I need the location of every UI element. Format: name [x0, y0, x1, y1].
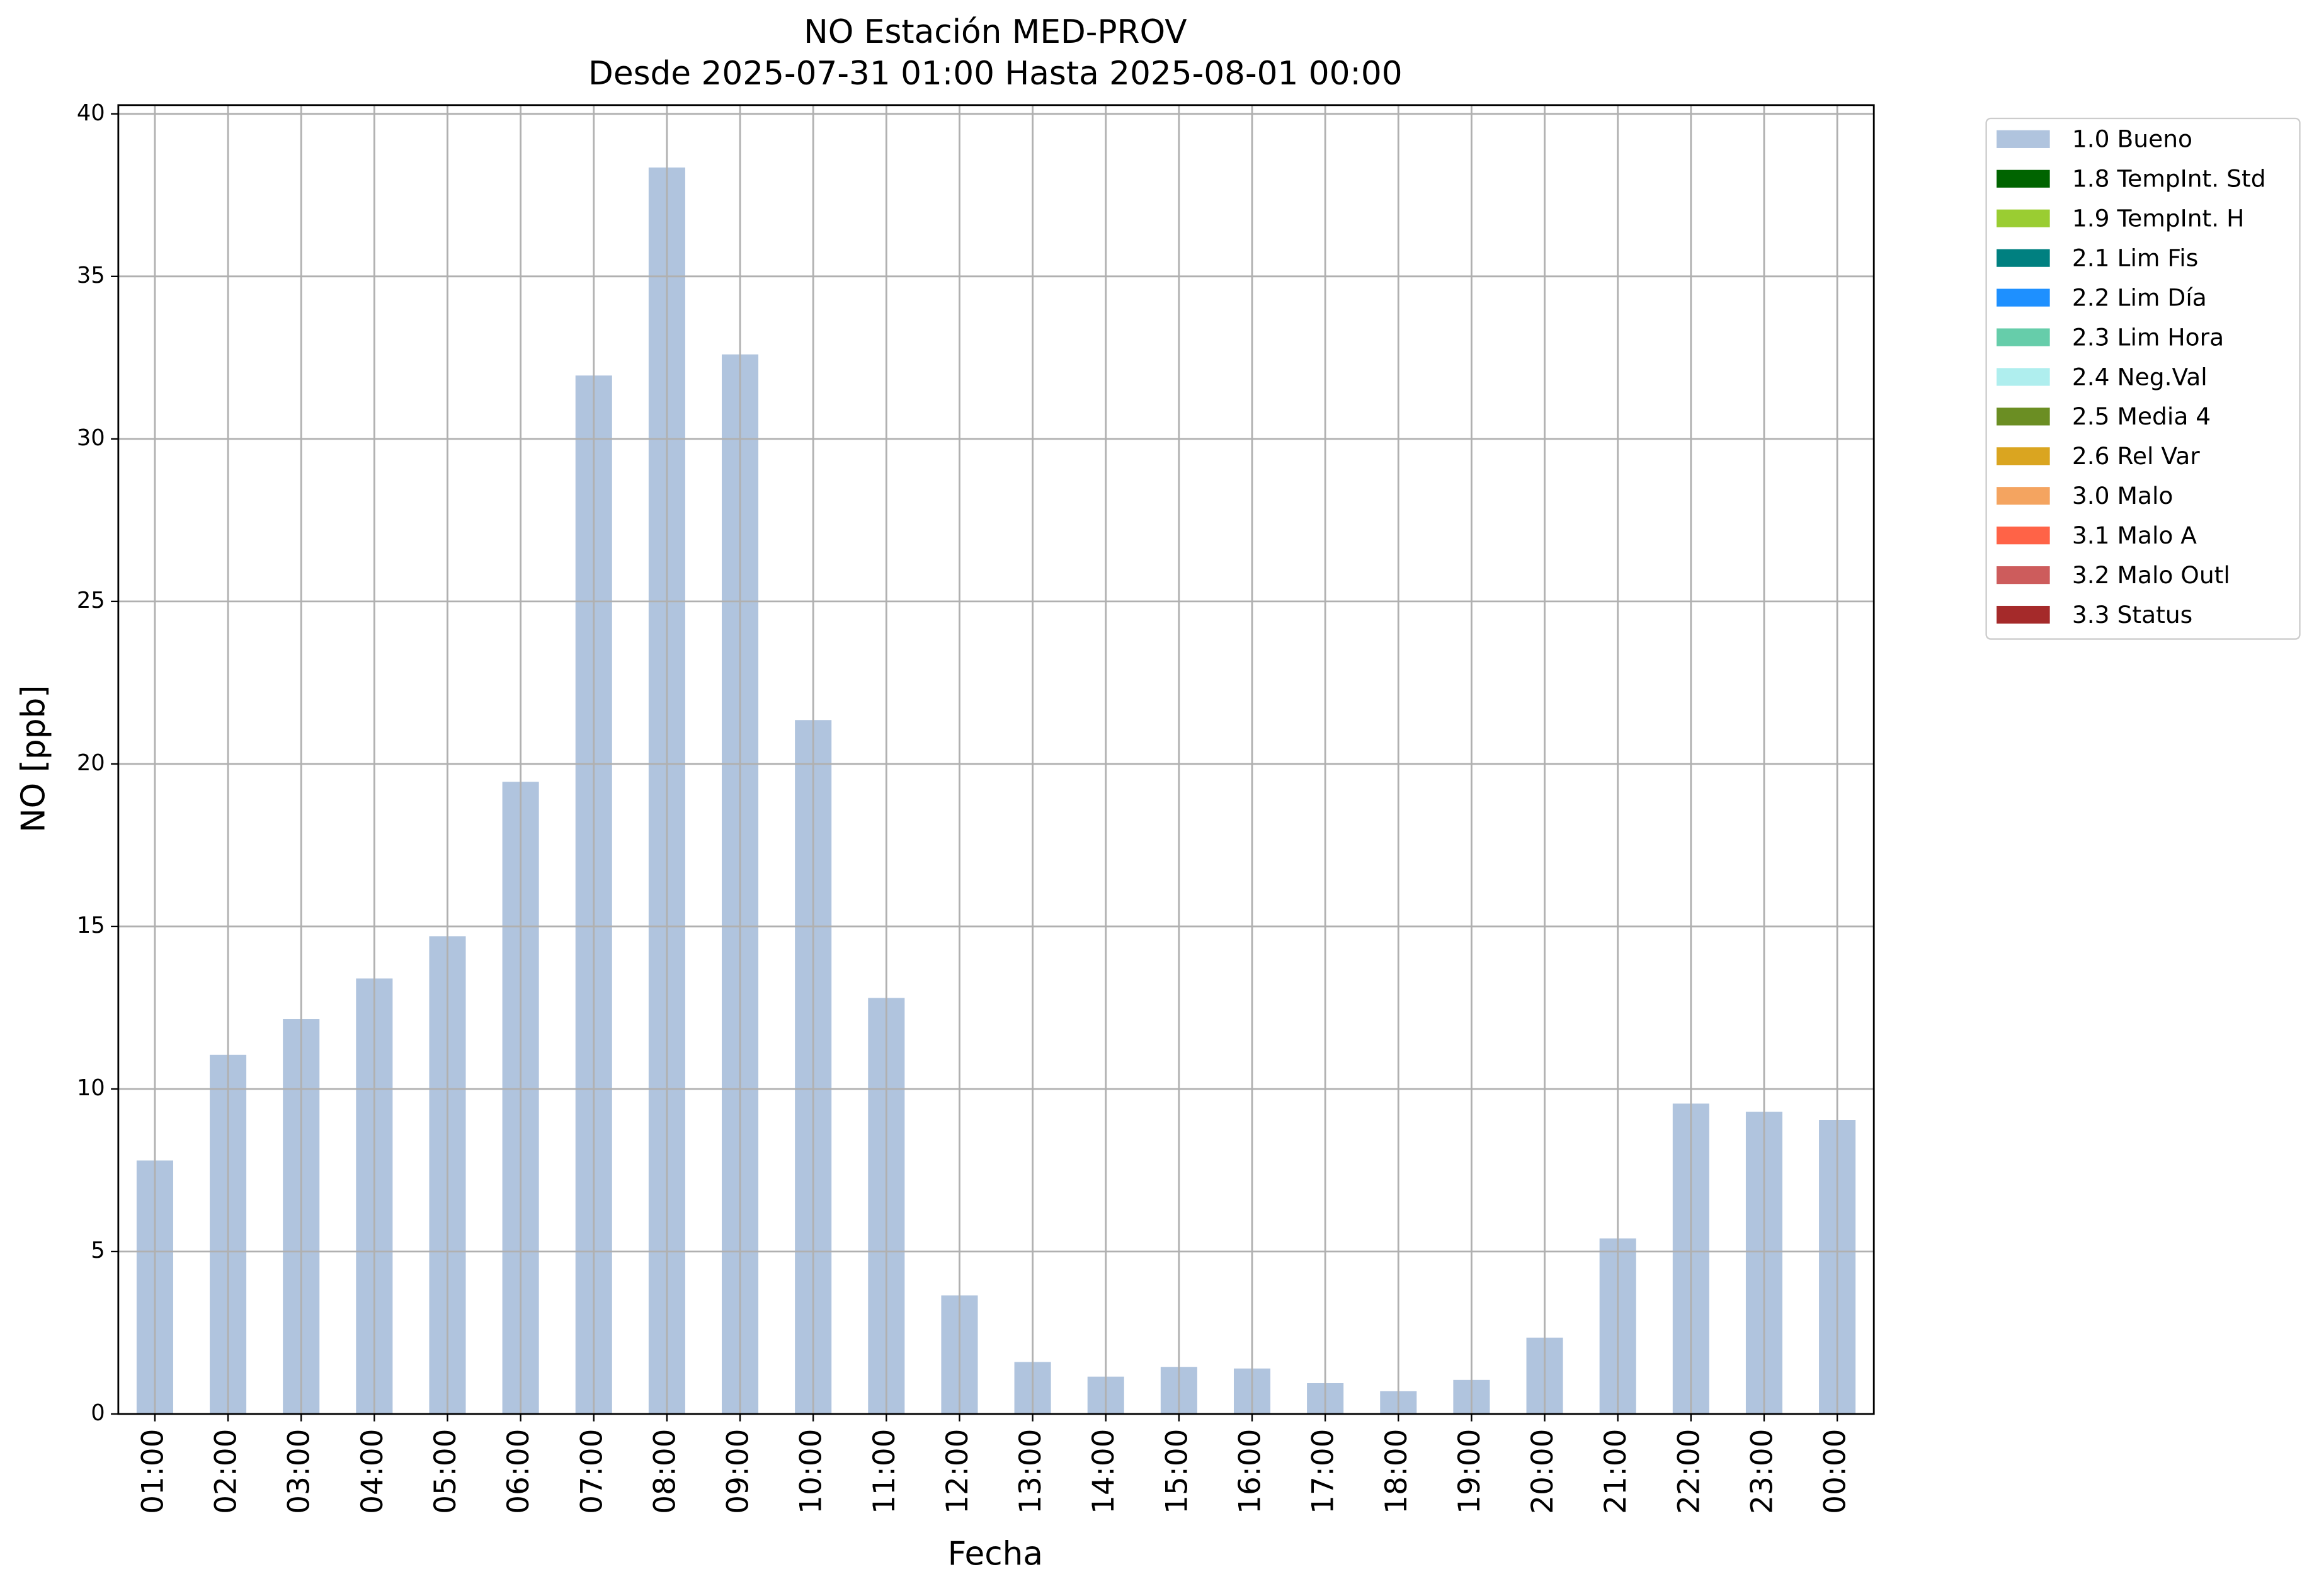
legend-swatch	[1997, 209, 2050, 227]
legend-swatch	[1997, 328, 2050, 346]
legend-label: 3.0 Malo	[2072, 482, 2174, 510]
legend-label: 2.4 Neg.Val	[2072, 363, 2208, 390]
legend-label: 3.3 Status	[2072, 601, 2192, 629]
x-tick-label: 14:00	[1086, 1429, 1121, 1514]
legend-label: 2.5 Media 4	[2072, 402, 2211, 430]
chart-subtitle: Desde 2025-07-31 01:00 Hasta 2025-08-01 …	[588, 55, 1403, 93]
x-tick-label: 18:00	[1379, 1429, 1414, 1514]
x-tick-label: 05:00	[428, 1429, 463, 1514]
x-tick-label: 21:00	[1598, 1429, 1633, 1514]
x-axis-label: Fecha	[948, 1535, 1043, 1573]
y-tick-label: 20	[77, 750, 105, 776]
y-tick-label: 30	[77, 425, 105, 451]
legend-swatch	[1997, 527, 2050, 545]
chart-title: NO Estación MED-PROV	[804, 13, 1187, 51]
y-tick-label: 10	[77, 1075, 105, 1101]
legend-swatch	[1997, 487, 2050, 505]
legend-swatch	[1997, 566, 2050, 584]
legend-label: 1.0 Bueno	[2072, 125, 2192, 153]
legend-label: 2.3 Lim Hora	[2072, 323, 2224, 351]
legend-swatch	[1997, 447, 2050, 465]
legend-swatch	[1997, 408, 2050, 426]
x-tick-label: 06:00	[501, 1429, 536, 1514]
legend-swatch	[1997, 605, 2050, 624]
y-axis-label: NO [ppb]	[14, 685, 52, 833]
y-tick-label: 0	[91, 1400, 105, 1426]
x-tick-label: 00:00	[1818, 1429, 1853, 1514]
legend-swatch	[1997, 288, 2050, 307]
y-tick-label: 5	[91, 1238, 105, 1263]
x-tick-label: 10:00	[794, 1429, 829, 1514]
legend-label: 2.1 Lim Fis	[2072, 244, 2198, 272]
y-tick-label: 25	[77, 588, 105, 613]
legend-swatch	[1997, 169, 2050, 188]
x-tick-label: 17:00	[1306, 1429, 1341, 1514]
x-tick-label: 12:00	[940, 1429, 975, 1514]
x-tick-label: 22:00	[1672, 1429, 1706, 1514]
legend-label: 2.2 Lim Día	[2072, 283, 2207, 311]
x-tick-label: 16:00	[1233, 1429, 1268, 1514]
x-tick-label: 23:00	[1745, 1429, 1779, 1514]
legend-swatch	[1997, 368, 2050, 386]
x-tick-label: 13:00	[1013, 1429, 1048, 1514]
x-tick-label: 01:00	[135, 1429, 170, 1514]
x-tick-label: 09:00	[721, 1429, 756, 1514]
legend-box	[1985, 117, 2301, 640]
y-tick-label: 35	[77, 263, 105, 288]
x-tick-label: 07:00	[574, 1429, 609, 1514]
legend-swatch	[1997, 249, 2050, 267]
plot-frame	[117, 104, 1875, 1415]
x-tick-label: 11:00	[867, 1429, 902, 1514]
x-tick-label: 03:00	[282, 1429, 317, 1514]
x-tick-label: 04:00	[355, 1429, 390, 1514]
x-tick-label: 08:00	[647, 1429, 682, 1514]
x-tick-label: 19:00	[1452, 1429, 1487, 1514]
legend-label: 3.2 Malo Outl	[2072, 561, 2230, 589]
legend-label: 1.8 TempInt. Std	[2072, 165, 2266, 193]
legend-swatch	[1997, 130, 2050, 148]
legend-label: 1.9 TempInt. H	[2072, 205, 2245, 232]
y-tick-label: 15	[77, 913, 105, 938]
x-tick-label: 02:00	[209, 1429, 244, 1514]
legend-label: 2.6 Rel Var	[2072, 442, 2200, 470]
y-tick-label: 40	[77, 100, 105, 126]
x-tick-label: 20:00	[1525, 1429, 1560, 1514]
x-tick-label: 15:00	[1160, 1429, 1194, 1514]
legend-label: 3.1 Malo A	[2072, 522, 2197, 549]
